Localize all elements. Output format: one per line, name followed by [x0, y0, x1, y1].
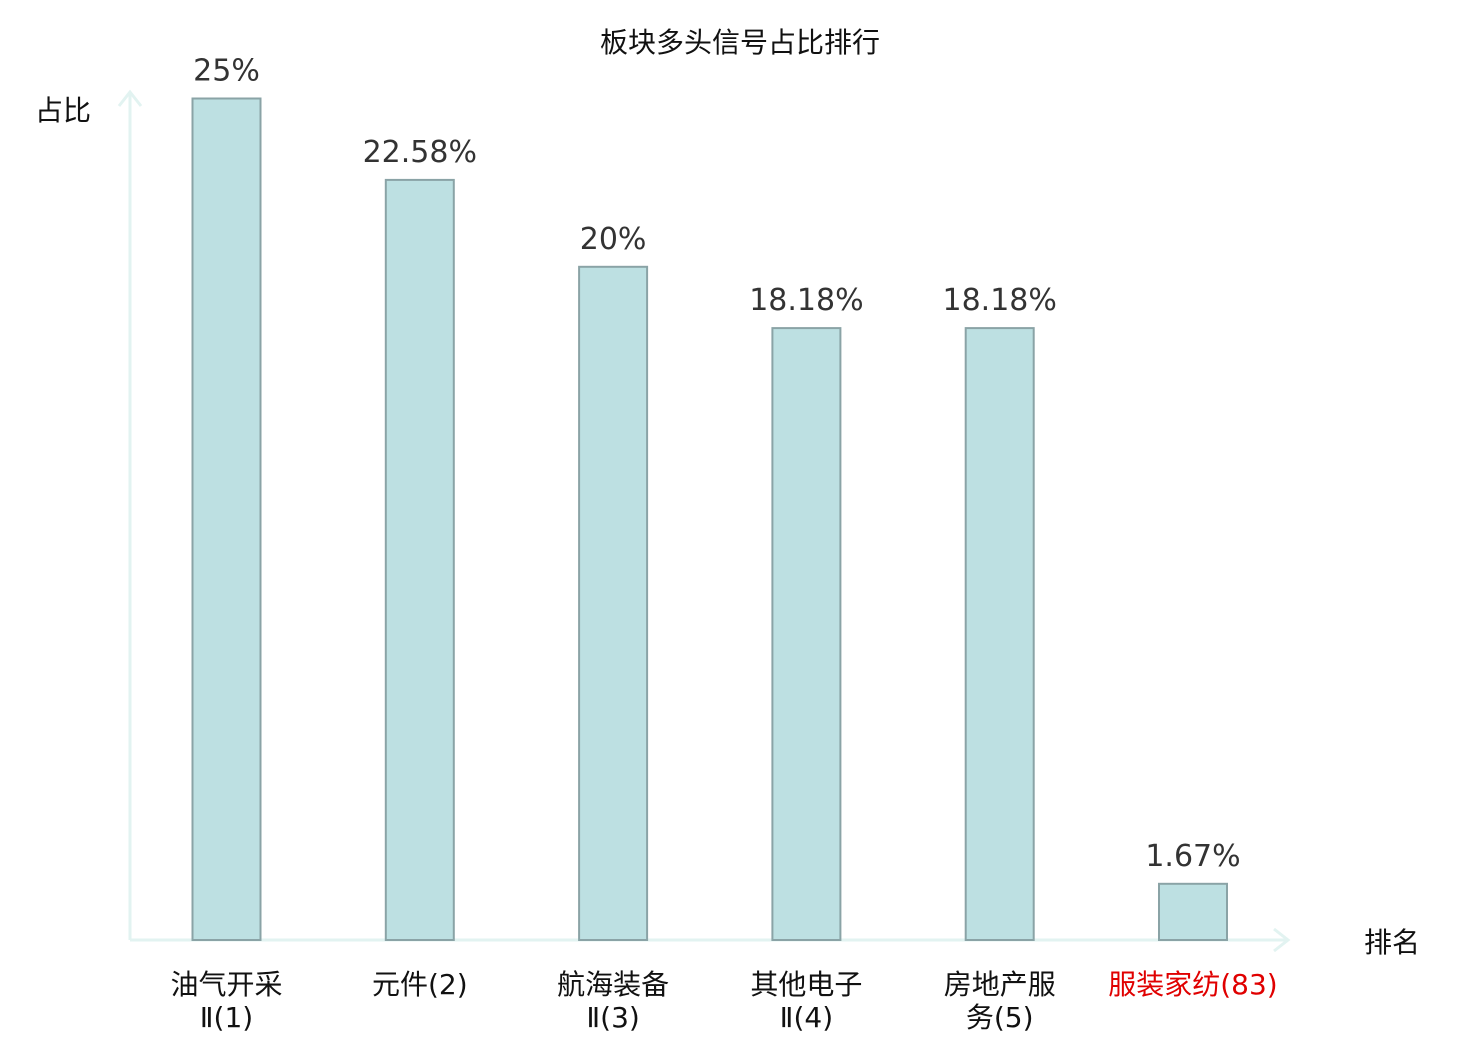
- bars-group: [191, 97, 1228, 942]
- bar-5: [964, 327, 1035, 942]
- value-label-3: 20%: [580, 222, 647, 257]
- chart-title: 板块多头信号占比排行: [600, 26, 880, 59]
- bar-2: [384, 178, 455, 941]
- value-label-5: 18.18%: [943, 283, 1057, 318]
- axes: [117, 89, 1291, 953]
- category-label-3: 航海装备 Ⅱ(3): [557, 968, 669, 1034]
- bar-3: [578, 265, 649, 941]
- category-label-line: 油气开采: [170, 968, 282, 1001]
- y-axis-label: 占比: [35, 94, 91, 127]
- category-label-2: 元件(2): [372, 968, 468, 1001]
- category-labels-group: 油气开采 Ⅱ(1) 元件(2) 航海装备 Ⅱ(3) 其他电子 Ⅱ(4) 房地产服务(5) 服装家…: [170, 968, 1277, 1034]
- bar-4: [771, 327, 842, 942]
- bar-6: [1158, 882, 1228, 941]
- x-axis-label: 排名: [1364, 926, 1420, 959]
- category-label-line: Ⅱ(3): [586, 1001, 639, 1034]
- category-label-line: 房地产服: [944, 968, 1056, 1001]
- category-label-1: 油气开采 Ⅱ(1): [170, 968, 282, 1034]
- value-label-1: 25%: [193, 54, 260, 89]
- category-label-line: Ⅱ(4): [780, 1001, 833, 1034]
- category-label-6: 服装家纺(83): [1108, 968, 1277, 1001]
- category-label-line: 务(5): [966, 1001, 1034, 1034]
- x-axis-arrow: [1273, 927, 1291, 953]
- category-label-line: 元件(2): [372, 968, 468, 1001]
- value-label-6: 1.67%: [1145, 839, 1240, 874]
- value-label-4: 18.18%: [749, 283, 863, 318]
- category-label-line: Ⅱ(1): [200, 1001, 253, 1034]
- category-label-line: 其他电子: [750, 968, 862, 1001]
- value-label-2: 22.58%: [363, 135, 477, 170]
- category-label-5: 房地产服务(5): [944, 968, 1056, 1034]
- bar-1: [191, 97, 262, 941]
- value-labels-group: 25% 22.58% 20% 18.18% 18.18% 1.67%: [193, 54, 1241, 874]
- y-axis-arrow: [117, 89, 143, 107]
- category-label-4: 其他电子 Ⅱ(4): [750, 968, 862, 1034]
- category-label-line: 航海装备: [557, 968, 669, 1001]
- category-label-line: 服装家纺(83): [1108, 968, 1277, 1001]
